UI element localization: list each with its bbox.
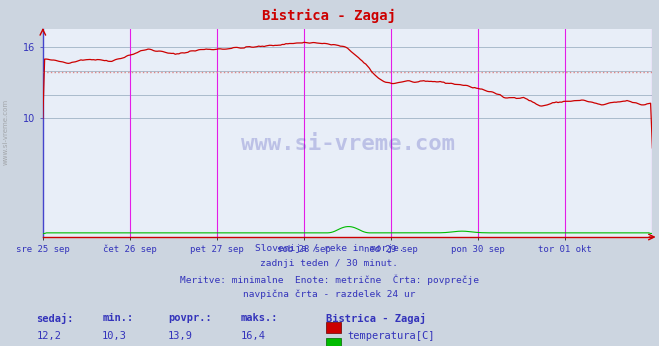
Text: 16,4: 16,4 (241, 331, 266, 341)
Text: 13,9: 13,9 (168, 331, 193, 341)
Text: temperatura[C]: temperatura[C] (347, 331, 435, 341)
Text: sedaj:: sedaj: (36, 313, 74, 324)
Text: 10,3: 10,3 (102, 331, 127, 341)
Text: 12,2: 12,2 (36, 331, 61, 341)
Text: Slovenija / reke in morje.: Slovenija / reke in morje. (255, 244, 404, 253)
Text: navpična črta - razdelek 24 ur: navpična črta - razdelek 24 ur (243, 290, 416, 299)
Text: www.si-vreme.com: www.si-vreme.com (2, 98, 9, 165)
Text: zadnji teden / 30 minut.: zadnji teden / 30 minut. (260, 259, 399, 268)
Text: povpr.:: povpr.: (168, 313, 212, 323)
Text: Bistrica - Zagaj: Bistrica - Zagaj (326, 313, 426, 324)
Text: www.si-vreme.com: www.si-vreme.com (241, 134, 455, 154)
Text: Bistrica - Zagaj: Bistrica - Zagaj (262, 9, 397, 23)
Text: min.:: min.: (102, 313, 133, 323)
Text: maks.:: maks.: (241, 313, 278, 323)
Text: Meritve: minimalne  Enote: metrične  Črta: povprečje: Meritve: minimalne Enote: metrične Črta:… (180, 274, 479, 285)
